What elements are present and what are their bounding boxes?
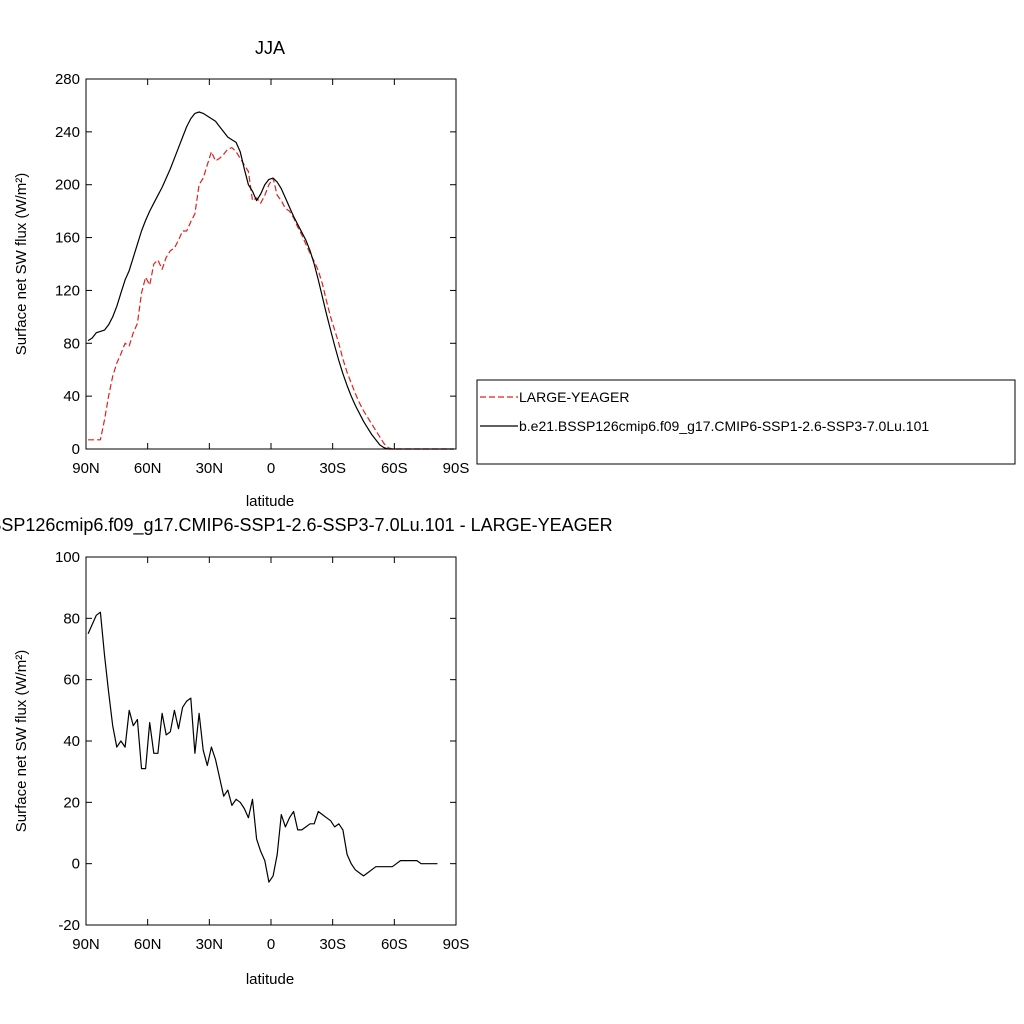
bottom-y-tick-label: 0 xyxy=(72,856,80,873)
top-y-tick-label: 160 xyxy=(55,230,80,247)
bottom-y-tick-label: 60 xyxy=(63,672,80,689)
bottom-series-line-0 xyxy=(87,611,438,883)
bottom-chart-title: b.e21.BSSP126cmip6.f09_g17.CMIP6-SSP1-2.… xyxy=(0,515,613,536)
bottom-x-tick-label: 60S xyxy=(381,936,408,953)
legend-label-bssp126: b.e21.BSSP126cmip6.f09_g17.CMIP6-SSP1-2.… xyxy=(519,418,929,434)
top-chart-legend: LARGE-YEAGER b.e21.BSSP126cmip6.f09_g17.… xyxy=(476,379,1016,465)
bottom-y-tick-label: 40 xyxy=(63,733,80,750)
top-y-tick-label: 200 xyxy=(55,177,80,194)
top-y-tick-label: 120 xyxy=(55,282,80,299)
top-y-tick-label: 0 xyxy=(72,441,80,458)
top-chart: JJA 0 40 80 120 160 200 240 280 90N 60N 30N 0 30S 60… xyxy=(13,38,1016,510)
legend-box xyxy=(476,379,1016,465)
top-y-tick-label: 280 xyxy=(55,71,80,88)
bottom-y-axis: -20 0 20 40 60 80 100 xyxy=(55,549,456,934)
bottom-chart-plot-frame xyxy=(85,556,457,926)
bottom-x-axis: 90N 60N 30N 0 30S 60S 90S xyxy=(72,557,469,953)
bottom-x-tick-label: 90S xyxy=(443,936,470,953)
top-chart-plot-frame xyxy=(85,78,457,450)
top-y-tick-label: 80 xyxy=(63,335,80,352)
top-x-tick-label: 0 xyxy=(267,460,275,477)
top-x-tick-label: 30S xyxy=(319,460,346,477)
top-y-axis: 0 40 80 120 160 200 240 280 xyxy=(55,71,456,458)
bottom-x-tick-label: 0 xyxy=(267,936,275,953)
bottom-x-tick-label: 60N xyxy=(134,936,162,953)
bottom-y-axis-label: Surface net SW flux (W/m²) xyxy=(13,650,30,833)
bottom-y-tick-label: 20 xyxy=(63,794,80,811)
bottom-x-tick-label: 90N xyxy=(72,936,100,953)
top-x-axis-label: latitude xyxy=(246,493,294,510)
bottom-chart: b.e21.BSSP126cmip6.f09_g17.CMIP6-SSP1-2.… xyxy=(0,515,613,988)
top-y-tick-label: 240 xyxy=(55,124,80,141)
top-series-lines xyxy=(87,111,454,450)
top-x-tick-label: 60S xyxy=(381,460,408,477)
top-x-tick-label: 90S xyxy=(443,460,470,477)
top-x-tick-label: 60N xyxy=(134,460,162,477)
bottom-y-tick-label: -20 xyxy=(58,917,80,934)
bottom-y-tick-label: 100 xyxy=(55,549,80,566)
top-series-line-1 xyxy=(87,111,454,450)
bottom-x-tick-label: 30N xyxy=(196,936,224,953)
top-y-tick-label: 40 xyxy=(63,388,80,405)
top-x-axis: 90N 60N 30N 0 30S 60S 90S xyxy=(72,79,469,477)
bottom-x-tick-label: 30S xyxy=(319,936,346,953)
top-series-line-0 xyxy=(88,147,454,450)
legend-label-large-yeager: LARGE-YEAGER xyxy=(519,389,629,405)
top-x-tick-label: 90N xyxy=(72,460,100,477)
top-chart-title: JJA xyxy=(255,38,285,58)
top-x-tick-label: 30N xyxy=(196,460,224,477)
top-y-axis-label: Surface net SW flux (W/m²) xyxy=(13,173,30,356)
bottom-y-tick-label: 80 xyxy=(63,610,80,627)
bottom-x-axis-label: latitude xyxy=(246,971,294,988)
bottom-series-lines xyxy=(87,611,438,883)
